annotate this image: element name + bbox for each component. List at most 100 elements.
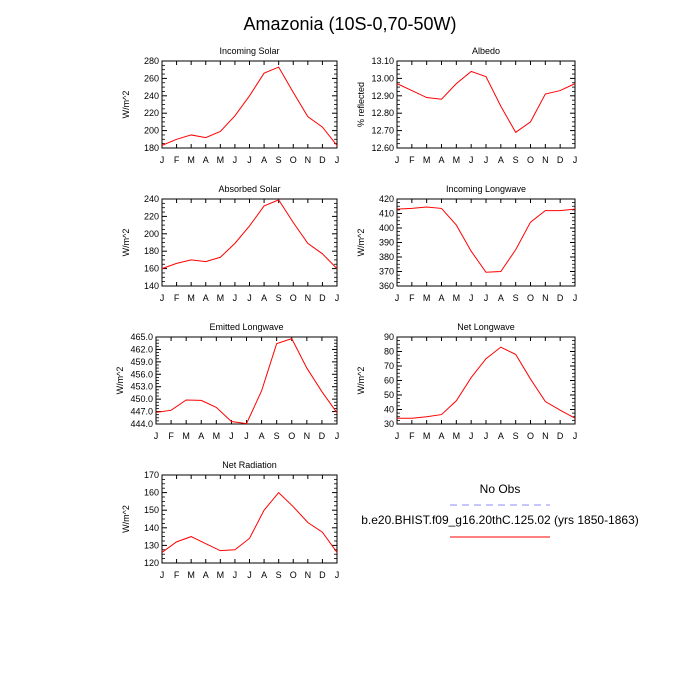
legend-model-label: b.e20.BHIST.f09_g16.20thC.125.02 (yrs 18… — [361, 513, 639, 527]
y-tick-label: 200 — [144, 229, 159, 239]
x-tick-label: J — [484, 293, 489, 303]
y-tick-label: 465.0 — [130, 332, 153, 342]
x-tick-label: F — [174, 570, 180, 580]
y-tick-label: 380 — [379, 252, 394, 262]
y-tick-label: 462.0 — [130, 344, 153, 354]
x-tick-label: M — [217, 293, 225, 303]
x-tick-label: J — [469, 431, 474, 441]
x-tick-label: J — [244, 431, 249, 441]
x-tick-label: M — [453, 293, 461, 303]
x-tick-label: M — [423, 155, 431, 165]
y-tick-label: 240 — [144, 91, 159, 101]
y-tick-label: 453.0 — [130, 382, 153, 392]
y-tick-label: 390 — [379, 238, 394, 248]
panel-title: Absorbed Solar — [218, 184, 280, 194]
panel-title: Incoming Longwave — [446, 184, 526, 194]
legend-obs-label: No Obs — [480, 482, 521, 496]
x-tick-label: D — [557, 431, 564, 441]
y-axis-label: W/m^2 — [121, 229, 131, 257]
x-tick-label: M — [217, 570, 225, 580]
x-tick-label: J — [395, 155, 400, 165]
x-tick-label: M — [182, 431, 190, 441]
y-tick-label: 160 — [144, 264, 159, 274]
x-tick-label: J — [160, 570, 165, 580]
x-tick-label: D — [557, 293, 564, 303]
y-tick-label: 447.0 — [130, 407, 153, 417]
y-tick-label: 180 — [144, 246, 159, 256]
x-tick-label: N — [305, 293, 312, 303]
x-tick-label: N — [305, 155, 312, 165]
x-tick-label: D — [557, 155, 564, 165]
x-tick-label: N — [542, 293, 549, 303]
x-tick-label: N — [542, 431, 549, 441]
x-tick-label: D — [319, 155, 326, 165]
y-tick-label: 140 — [144, 281, 159, 291]
y-axis-label: W/m^2 — [356, 367, 366, 395]
x-tick-label: J — [335, 155, 340, 165]
x-tick-label: M — [187, 293, 195, 303]
x-tick-label: J — [233, 570, 238, 580]
x-tick-label: J — [233, 293, 238, 303]
y-tick-label: 444.0 — [130, 419, 153, 429]
x-tick-label: J — [154, 431, 159, 441]
x-tick-label: A — [203, 155, 209, 165]
x-tick-label: J — [335, 293, 340, 303]
y-tick-label: 180 — [144, 143, 159, 153]
y-tick-label: 40 — [384, 405, 394, 415]
x-tick-label: J — [335, 570, 340, 580]
x-tick-label: J — [247, 293, 252, 303]
x-tick-label: M — [453, 431, 461, 441]
x-tick-label: J — [335, 431, 340, 441]
y-tick-label: 420 — [379, 194, 394, 204]
y-tick-label: 220 — [144, 211, 159, 221]
x-tick-label: O — [527, 431, 534, 441]
x-tick-label: A — [438, 155, 444, 165]
y-tick-label: 280 — [144, 56, 159, 66]
x-tick-label: M — [213, 431, 221, 441]
x-tick-label: S — [513, 155, 519, 165]
x-tick-label: N — [304, 431, 311, 441]
x-tick-label: S — [276, 293, 282, 303]
y-tick-label: 240 — [144, 194, 159, 204]
x-tick-label: M — [423, 431, 431, 441]
x-tick-label: J — [484, 431, 489, 441]
x-tick-label: A — [498, 155, 504, 165]
x-tick-label: F — [174, 293, 180, 303]
y-tick-label: 12.70 — [371, 126, 394, 136]
y-tick-label: 30 — [384, 419, 394, 429]
x-tick-label: A — [498, 431, 504, 441]
y-tick-label: 70 — [384, 361, 394, 371]
y-tick-label: 450.0 — [130, 394, 153, 404]
y-tick-label: 150 — [144, 505, 159, 515]
x-tick-label: J — [233, 155, 238, 165]
y-tick-label: 170 — [144, 470, 159, 480]
x-tick-label: A — [261, 293, 267, 303]
x-tick-label: O — [290, 155, 297, 165]
x-tick-label: F — [409, 155, 415, 165]
y-tick-label: 200 — [144, 126, 159, 136]
y-tick-label: 130 — [144, 540, 159, 550]
panel-title: Albedo — [472, 46, 500, 56]
x-tick-label: A — [498, 293, 504, 303]
x-tick-label: J — [247, 155, 252, 165]
x-tick-label: J — [395, 293, 400, 303]
x-tick-label: S — [274, 431, 280, 441]
x-tick-label: A — [259, 431, 265, 441]
y-axis-label: % reflected — [356, 82, 366, 127]
x-tick-label: O — [290, 293, 297, 303]
y-axis-label: W/m^2 — [121, 91, 131, 119]
panel-title: Emitted Longwave — [209, 322, 283, 332]
y-tick-label: 120 — [144, 558, 159, 568]
x-tick-label: S — [276, 155, 282, 165]
x-tick-label: S — [276, 570, 282, 580]
x-tick-label: F — [409, 293, 415, 303]
y-tick-label: 459.0 — [130, 357, 153, 367]
y-tick-label: 370 — [379, 267, 394, 277]
panel-title: Incoming Solar — [219, 46, 279, 56]
x-tick-label: J — [573, 155, 578, 165]
y-tick-label: 12.60 — [371, 143, 394, 153]
x-tick-label: O — [290, 570, 297, 580]
